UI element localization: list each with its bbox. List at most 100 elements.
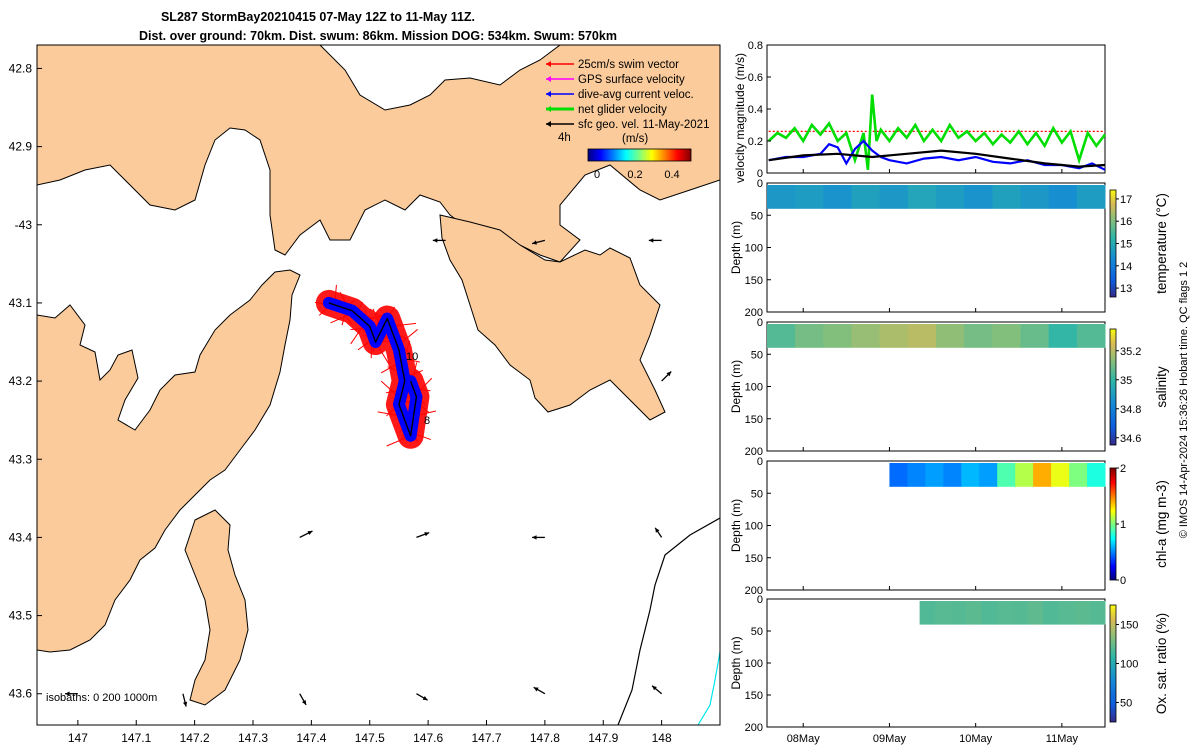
section-cell [879, 185, 909, 209]
section-cell [925, 463, 944, 487]
section-cell [1087, 463, 1106, 487]
section-cell [879, 324, 909, 348]
map-x-tick-label: 147.3 [238, 731, 268, 745]
section-cell [1074, 601, 1091, 625]
depth-tick-label: 50 [751, 349, 763, 361]
legend-label: sfc geo. vel. 11-May-2021 [578, 119, 709, 131]
geo-vector-head [424, 532, 430, 537]
map-y-tick-label: 42.8 [9, 61, 33, 75]
section-colorbar [1109, 189, 1117, 298]
title-line-1: SL287 StormBay20210415 07-May 12Z to 11-… [161, 10, 475, 24]
map-x-tick-label: 147.5 [355, 731, 385, 745]
isobath-1000 [697, 651, 720, 725]
map-x-tick-label: 147.2 [180, 731, 210, 745]
map-y-tick-label: 43.4 [9, 530, 33, 544]
section-cell [1076, 185, 1106, 209]
depth-tick-label: 50 [751, 210, 763, 222]
time-tick-label: 09May [873, 733, 907, 745]
map-x-tick-label: 147.9 [588, 731, 618, 745]
colorbar-label: Ox. sat. ratio (%) [1154, 613, 1169, 714]
depth-axis-label: Depth (m) [729, 636, 743, 689]
legend-arrow-head [546, 121, 551, 127]
map-y-tick-label: 43.6 [9, 687, 33, 701]
legend-arrow-head [546, 91, 551, 97]
section-cell [823, 185, 852, 209]
section-cell [1051, 463, 1070, 487]
map-x-tick-label: 147.8 [530, 731, 560, 745]
geo-vector-head [666, 371, 672, 377]
geo-vector-head [65, 691, 70, 696]
velocity-y-tick-label: 0.2 [748, 136, 763, 148]
map-y-ticks: 42.8 42.9 -43 43.1 43.2 43.3 43.4 43.5 43.6 [9, 61, 42, 701]
legend-arrow-head [546, 76, 551, 82]
section-cell [1076, 324, 1106, 348]
depth-tick-label: 200 [745, 585, 763, 597]
section-cell [795, 185, 824, 209]
colorbar-label: temperature (°C) [1154, 193, 1169, 294]
map-x-tick-label: 148 [652, 731, 672, 745]
velocity-ylabel: velocity magnitude (m/s) [733, 53, 747, 183]
section-cell [936, 324, 965, 348]
depth-tick-label: 150 [745, 275, 763, 287]
isobath-label: isobaths: 0 200 1000m [46, 692, 157, 704]
section-cell [907, 324, 937, 348]
section-cell [981, 601, 998, 625]
time-tick-label: 08May [787, 733, 821, 745]
section-cell [851, 324, 881, 348]
section-cell [1048, 185, 1078, 209]
depth-tick-label: 0 [757, 317, 763, 329]
section-cell [1043, 601, 1060, 625]
map-x-tick-label: 147.7 [471, 731, 501, 745]
colorbar-tick-label: 13 [1120, 283, 1132, 295]
section-panel-chl-a: 0 50 100 150 200 Depth (m) 2 1 0 chl-a (mg m-3) [729, 456, 1169, 597]
section-cell [943, 463, 962, 487]
colorbar-tick-label: 2 [1120, 463, 1126, 475]
depth-tick-label: 150 [745, 414, 763, 426]
section-cell [979, 463, 998, 487]
section-cell [965, 601, 982, 625]
section-cell [992, 324, 1021, 348]
credit-text: © IMOS 14-Apr-2024 15:36:26 Hobart time.… [1178, 262, 1190, 539]
section-colorbar [1109, 467, 1117, 581]
legend-label: dive-avg current veloc. [578, 89, 694, 101]
title-line-2: Dist. over ground: 70km. Dist. swum: 86k… [139, 29, 617, 43]
section-cell [1020, 185, 1050, 209]
legend-arrow-head [546, 61, 551, 67]
geo-vector-head [655, 527, 660, 533]
depth-axis-label: Depth (m) [729, 360, 743, 413]
map-y-tick-label: 43.5 [9, 609, 33, 623]
depth-tick-label: 100 [745, 521, 763, 533]
velocity-y-tick-label: 0.8 [748, 40, 763, 52]
colorbar-tick-label: 16 [1120, 216, 1132, 228]
map-colorbar [587, 148, 692, 162]
section-cell [1027, 601, 1044, 625]
colorbar-tick-label: 17 [1120, 194, 1132, 206]
depth-tick-label: 100 [745, 382, 763, 394]
colorbar-tick-label: 150 [1120, 620, 1138, 632]
map-x-tick-label: 147.6 [413, 731, 443, 745]
section-cell [767, 324, 796, 348]
section-panel-temperature: 0 50 100 150 200 Depth (m) 17 16 15 14 13 temperatu… [729, 178, 1169, 319]
colorbar-tick-label: 34.6 [1120, 433, 1141, 445]
section-cell [992, 185, 1021, 209]
inlet [319, 45, 561, 111]
track-line [328, 302, 418, 437]
section-cell [823, 324, 852, 348]
section-cell [950, 601, 967, 625]
section-colorbar [1109, 328, 1117, 446]
colorbar-tick-label: 35 [1120, 375, 1132, 387]
depth-axis-label: Depth (m) [729, 221, 743, 274]
velocity-y-tick-label: 0.6 [748, 72, 763, 84]
section-cell [919, 601, 936, 625]
section-panel-salinity: 0 50 100 150 200 Depth (m) 35.2 35 34.8 34.6 salin… [729, 317, 1169, 458]
depth-tick-label: 100 [745, 243, 763, 255]
geo-vector-head [532, 535, 537, 540]
legend-arrow-head [546, 106, 551, 112]
section-cell [964, 185, 993, 209]
depth-tick-label: 200 [745, 446, 763, 458]
geo-vector-head [532, 240, 537, 245]
section-cell [996, 601, 1013, 625]
section-cell [1058, 601, 1075, 625]
depth-axis-label: Depth (m) [729, 499, 743, 552]
depth-tick-label: 150 [745, 690, 763, 702]
